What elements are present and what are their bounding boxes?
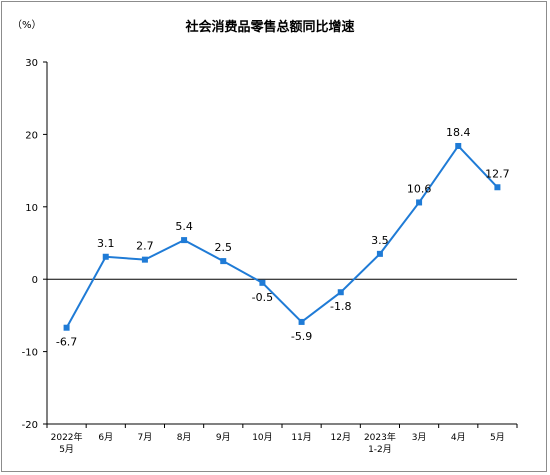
data-point-marker (416, 199, 423, 206)
x-tick-label: 6月 (98, 432, 113, 443)
y-axis-unit: （%） (12, 19, 42, 31)
x-tick-label: 9月 (216, 432, 231, 443)
x-tick-label: 12月 (331, 432, 351, 443)
data-label: 3.1 (97, 237, 115, 250)
data-point-marker (220, 258, 227, 265)
data-label: 3.5 (371, 234, 389, 247)
x-tick-label: 5月 (490, 432, 505, 443)
y-tick-label: 20 (25, 130, 38, 141)
chart-title: 社会消费品零售总额同比增速 (184, 19, 354, 35)
data-point-marker (298, 318, 305, 325)
data-label: -0.5 (252, 291, 273, 304)
data-label: 10.6 (407, 182, 432, 195)
data-label: 2.5 (215, 241, 233, 254)
data-point-marker (63, 324, 70, 331)
data-point-marker (259, 279, 266, 286)
y-tick-label: 10 (25, 203, 38, 214)
data-label: -5.9 (291, 330, 312, 343)
x-tick-label: 2022年 5月 (51, 431, 83, 455)
data-label: -1.8 (330, 300, 351, 313)
data-point-marker (376, 250, 383, 257)
data-point-marker (181, 237, 188, 244)
data-point-marker (337, 289, 344, 296)
series-line-group: -6.7 3.1 2.7 5.4 2.5 -0.5 -5.9 -1.8 3.5 10.6 18.4 1… (56, 126, 510, 349)
x-tick-label: 3月 (412, 432, 427, 443)
series-line (65, 144, 499, 329)
y-tick-label: 30 (25, 58, 38, 69)
data-label: -6.7 (56, 336, 77, 349)
data-point-marker (141, 256, 148, 263)
data-point-marker (455, 142, 462, 149)
data-point-marker (494, 184, 501, 191)
data-label: 12.7 (485, 167, 510, 180)
x-tick-label: 7月 (138, 432, 153, 443)
y-tick-label: -20 (22, 420, 38, 431)
y-tick-label: 0 (32, 275, 38, 286)
data-label: 18.4 (446, 126, 471, 139)
axes: 30 20 10 0 -10 -20 2022年 5月 6月 7月 8月 9月 10月 11月 12月 202… (22, 58, 518, 455)
y-tick-label: -10 (22, 348, 38, 359)
x-tick-label: 4月 (451, 432, 466, 443)
data-label: 5.4 (175, 220, 193, 233)
x-tick-label: 2023年 1-2月 (364, 431, 396, 455)
x-tick-label: 8月 (177, 432, 192, 443)
data-label: 2.7 (136, 240, 154, 253)
x-tick-label: 10月 (252, 432, 272, 443)
x-tick-label: 11月 (291, 432, 311, 443)
data-point-marker (102, 253, 109, 260)
